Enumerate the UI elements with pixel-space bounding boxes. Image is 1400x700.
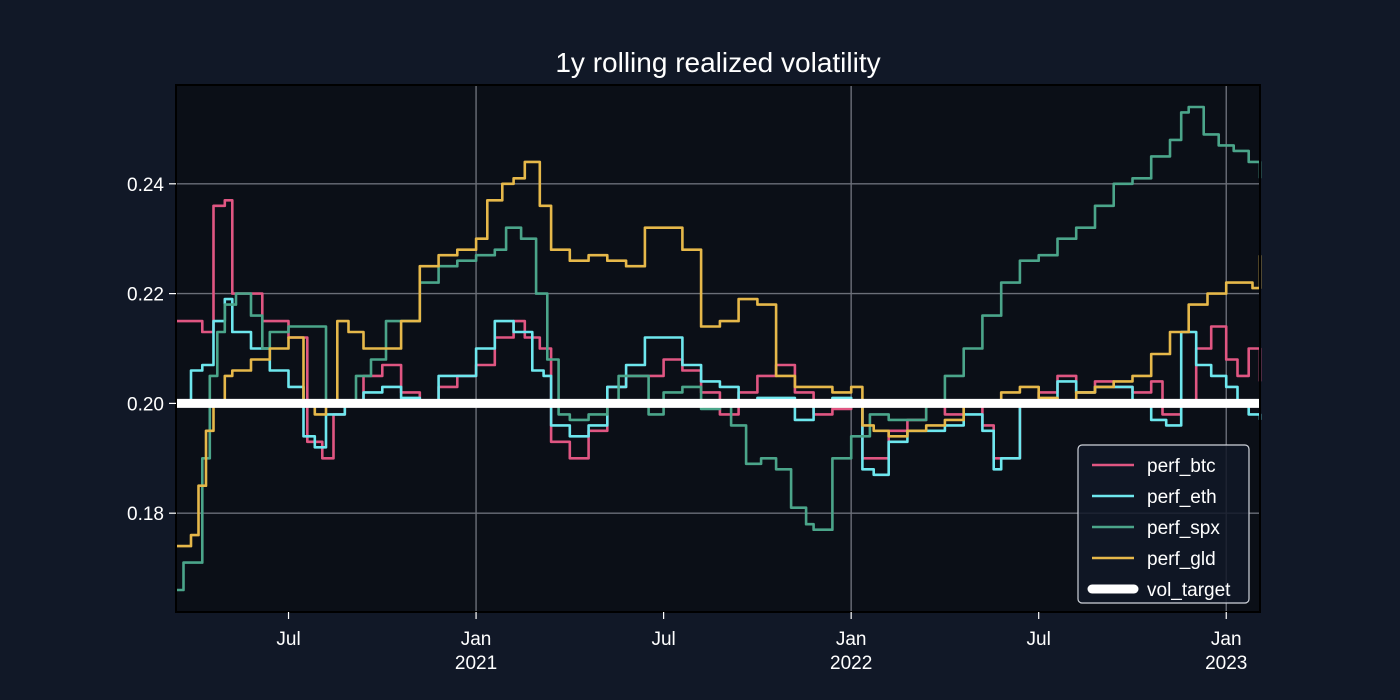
legend: perf_btc perf_eth perf_spx perf_gld vol_targ… xyxy=(1077,444,1250,604)
y-tick-label: 0.20 xyxy=(127,394,164,415)
legend-label-perf-gld: perf_gld xyxy=(1147,549,1216,570)
legend-label-vol-target: vol_target xyxy=(1147,580,1231,601)
x-tick-label: Jan xyxy=(1211,629,1242,650)
x-tick-year-label: 2023 xyxy=(1205,653,1247,674)
x-tick-label: Jan xyxy=(461,629,492,650)
y-tick-label: 0.24 xyxy=(127,175,164,196)
axis-labels: 0.18 0.20 0.22 0.24 Jul Jan 2021 Jul Jan 2022 Jul J… xyxy=(127,175,1247,674)
chart-title: 1y rolling realized volatility xyxy=(555,47,880,78)
x-tick-label: Jan xyxy=(836,629,867,650)
legend-label-perf-eth: perf_eth xyxy=(1147,487,1217,508)
plot-frame xyxy=(175,84,1261,613)
legend-label-perf-btc: perf_btc xyxy=(1147,456,1216,477)
y-tick-label: 0.18 xyxy=(127,504,164,525)
series-layer xyxy=(176,105,1262,592)
y-tick-label: 0.22 xyxy=(127,285,164,306)
x-tick-label: Jul xyxy=(276,629,300,650)
x-tick-year-label: 2022 xyxy=(830,653,872,674)
x-tick-year-label: 2021 xyxy=(455,653,497,674)
legend-box xyxy=(1077,444,1250,604)
x-tick-label: Jul xyxy=(651,629,675,650)
series-line-perf-gld xyxy=(176,160,1262,548)
series-line-perf-spx xyxy=(176,105,1262,592)
x-tick-label: Jul xyxy=(1027,629,1051,650)
legend-label-perf-spx: perf_spx xyxy=(1147,518,1220,539)
